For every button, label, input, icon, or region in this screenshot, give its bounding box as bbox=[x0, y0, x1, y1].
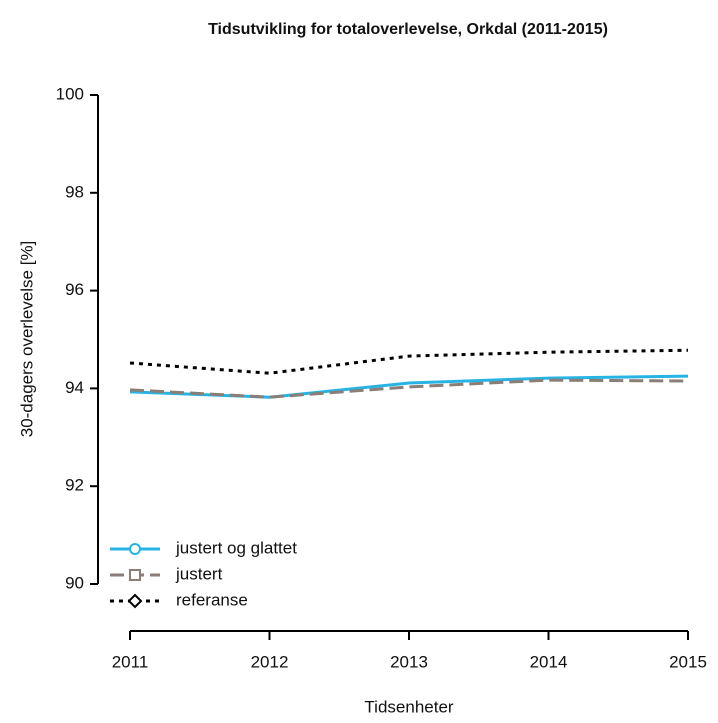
y-tick-label: 92 bbox=[65, 476, 84, 495]
y-tick-label: 98 bbox=[65, 182, 84, 201]
y-tick-label: 90 bbox=[65, 573, 84, 592]
y-tick-label: 94 bbox=[65, 378, 84, 397]
series-line bbox=[129, 378, 689, 399]
y-tick-label: 100 bbox=[56, 84, 84, 103]
legend-label: justert bbox=[175, 564, 223, 583]
legend-marker bbox=[127, 593, 143, 609]
x-tick-label: 2014 bbox=[530, 652, 568, 671]
x-tick-label: 2015 bbox=[669, 652, 707, 671]
legend-marker bbox=[129, 543, 141, 555]
series-line bbox=[129, 348, 689, 375]
chart-title: Tidsutvikling for totaloverlevelse, Orkd… bbox=[208, 21, 608, 38]
x-axis-label: Tidsenheter bbox=[364, 697, 453, 716]
x-tick-label: 2012 bbox=[251, 652, 289, 671]
legend-label: referanse bbox=[176, 590, 248, 609]
y-axis-label: 30-dagers overlevelse [%] bbox=[17, 241, 36, 438]
legend-label: justert og glattet bbox=[175, 538, 297, 557]
y-tick-label: 96 bbox=[65, 280, 84, 299]
legend-marker bbox=[129, 569, 141, 581]
x-tick-label: 2013 bbox=[390, 652, 428, 671]
x-tick-label: 2011 bbox=[112, 652, 149, 671]
